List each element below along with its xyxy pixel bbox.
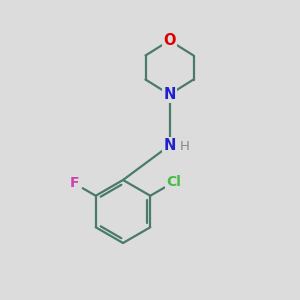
Text: Cl: Cl — [166, 175, 181, 189]
Text: F: F — [70, 176, 79, 190]
Text: H: H — [180, 140, 190, 153]
Text: N: N — [163, 138, 176, 153]
Text: O: O — [163, 33, 176, 48]
Text: N: N — [163, 87, 176, 102]
